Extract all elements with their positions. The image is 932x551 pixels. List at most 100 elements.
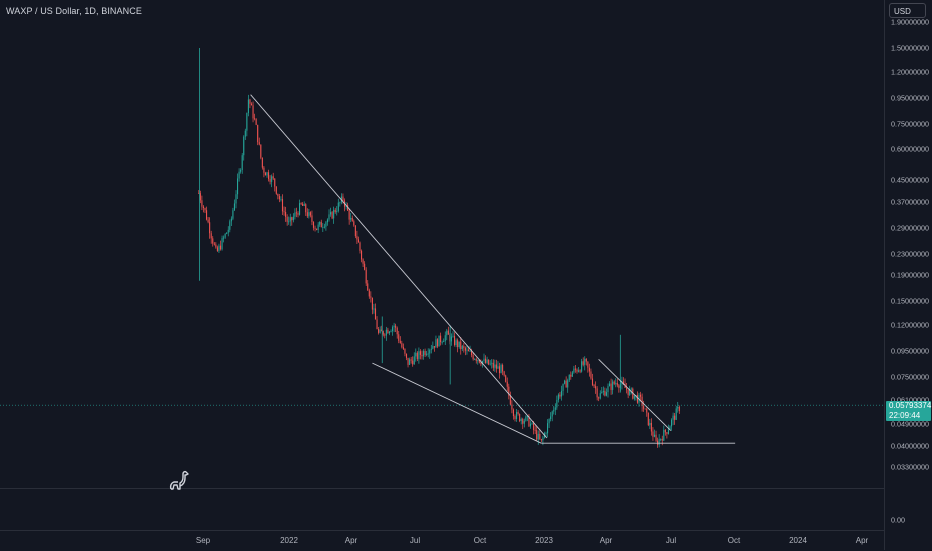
candle-body [433, 346, 435, 348]
candle-body [601, 392, 603, 394]
candle-body [376, 319, 378, 330]
candle-body [289, 217, 291, 222]
symbol-legend[interactable]: WAXP / US Dollar, 1D, BINANCE [6, 6, 142, 16]
candle-body [271, 176, 273, 182]
candle-body [364, 263, 366, 270]
candle-body [474, 359, 476, 360]
candle-body [391, 327, 394, 332]
candle-body [285, 212, 287, 217]
candle-body [573, 368, 575, 373]
candle-body [534, 429, 536, 431]
candle-body [261, 157, 263, 168]
candle-body [266, 172, 268, 176]
candle-body [316, 228, 318, 230]
candle-body [457, 340, 459, 348]
candle-body [210, 233, 212, 239]
candlestick-chart[interactable] [0, 0, 884, 488]
candle-body [595, 386, 597, 389]
trendline [372, 362, 542, 444]
chart-area[interactable] [0, 0, 884, 488]
candle-body [322, 226, 324, 228]
candle-body [512, 409, 514, 417]
candle-body [257, 124, 259, 143]
candle-body [591, 378, 594, 385]
candle-body [570, 374, 572, 377]
candle-body [205, 210, 208, 220]
candle-body [517, 411, 519, 415]
candle-body [385, 329, 387, 336]
candle-body [608, 383, 611, 387]
candle-body [663, 429, 665, 441]
candle-body [497, 366, 499, 369]
time-tick: Jul [665, 536, 677, 545]
candle-body [399, 340, 401, 344]
candle-body [484, 358, 487, 363]
candle-body [379, 329, 381, 333]
candle-body [424, 351, 426, 355]
candle-body [661, 438, 663, 441]
candle-body [622, 381, 625, 384]
candle-body [529, 423, 532, 427]
candle-body [312, 221, 315, 228]
time-tick: Jul [409, 536, 421, 545]
time-tick: Apr [344, 536, 358, 545]
candle-body [481, 361, 483, 365]
tradingview-dino-icon[interactable] [168, 469, 190, 491]
candle-body [559, 394, 561, 397]
candle-body [531, 423, 533, 425]
time-tick: 2023 [535, 536, 553, 545]
candle-body [415, 352, 417, 357]
candle-body [455, 340, 457, 346]
candle-body [523, 420, 525, 424]
candle-body [599, 393, 601, 399]
candle-body [221, 238, 223, 250]
candle-body [667, 429, 669, 434]
candle-body [326, 219, 328, 223]
price-tick: 0.23000000 [891, 249, 929, 259]
candle-body [472, 355, 474, 360]
candle-body [584, 358, 586, 365]
candle-body [588, 367, 590, 372]
candle-body [201, 200, 203, 207]
candle-body [489, 363, 491, 365]
candle-body [598, 397, 600, 399]
candle-body [539, 433, 541, 440]
candle-body [429, 349, 431, 354]
candle-body [596, 388, 598, 398]
candle-body [401, 343, 403, 348]
current-price-label: 0.05793374 22:09:44 [886, 401, 931, 421]
candle-body [452, 335, 454, 337]
candle-body [604, 390, 606, 396]
price-tick: 0.12000000 [891, 320, 929, 330]
price-tick: 0.00 [891, 515, 905, 525]
candle-body [281, 199, 284, 212]
candle-body [390, 331, 392, 332]
candle-body [227, 229, 229, 233]
time-axis[interactable]: Sep 2022 Apr Jul Oct 2023 Apr Jul Oct 2024 Apr [0, 530, 884, 551]
candle-body [450, 336, 452, 342]
candle-body [233, 203, 235, 211]
time-tick: Apr [855, 536, 869, 545]
candle-body [542, 437, 544, 441]
candle-body [498, 366, 501, 374]
candle-body [323, 226, 325, 228]
candle-body [548, 419, 550, 424]
candle-body [506, 381, 508, 387]
price-tick: 0.75000000 [891, 119, 929, 129]
candle-body [209, 222, 211, 234]
candle-body [613, 381, 615, 384]
candle-body [350, 217, 352, 220]
currency-selector[interactable]: USD [889, 3, 926, 18]
candle-body [252, 105, 254, 119]
candle-body [402, 347, 404, 349]
candle-body [243, 136, 245, 156]
candle-body [568, 374, 570, 381]
time-tick: 2022 [280, 536, 298, 545]
candle-body [384, 334, 386, 336]
price-axis[interactable]: 1.90000000 1.50000000 1.20000000 0.95000000… [884, 0, 932, 550]
volume-pane[interactable] [0, 488, 884, 531]
candle-body [615, 382, 617, 384]
candle-body [263, 167, 265, 173]
candle-body [329, 212, 332, 215]
candle-body [297, 213, 299, 215]
